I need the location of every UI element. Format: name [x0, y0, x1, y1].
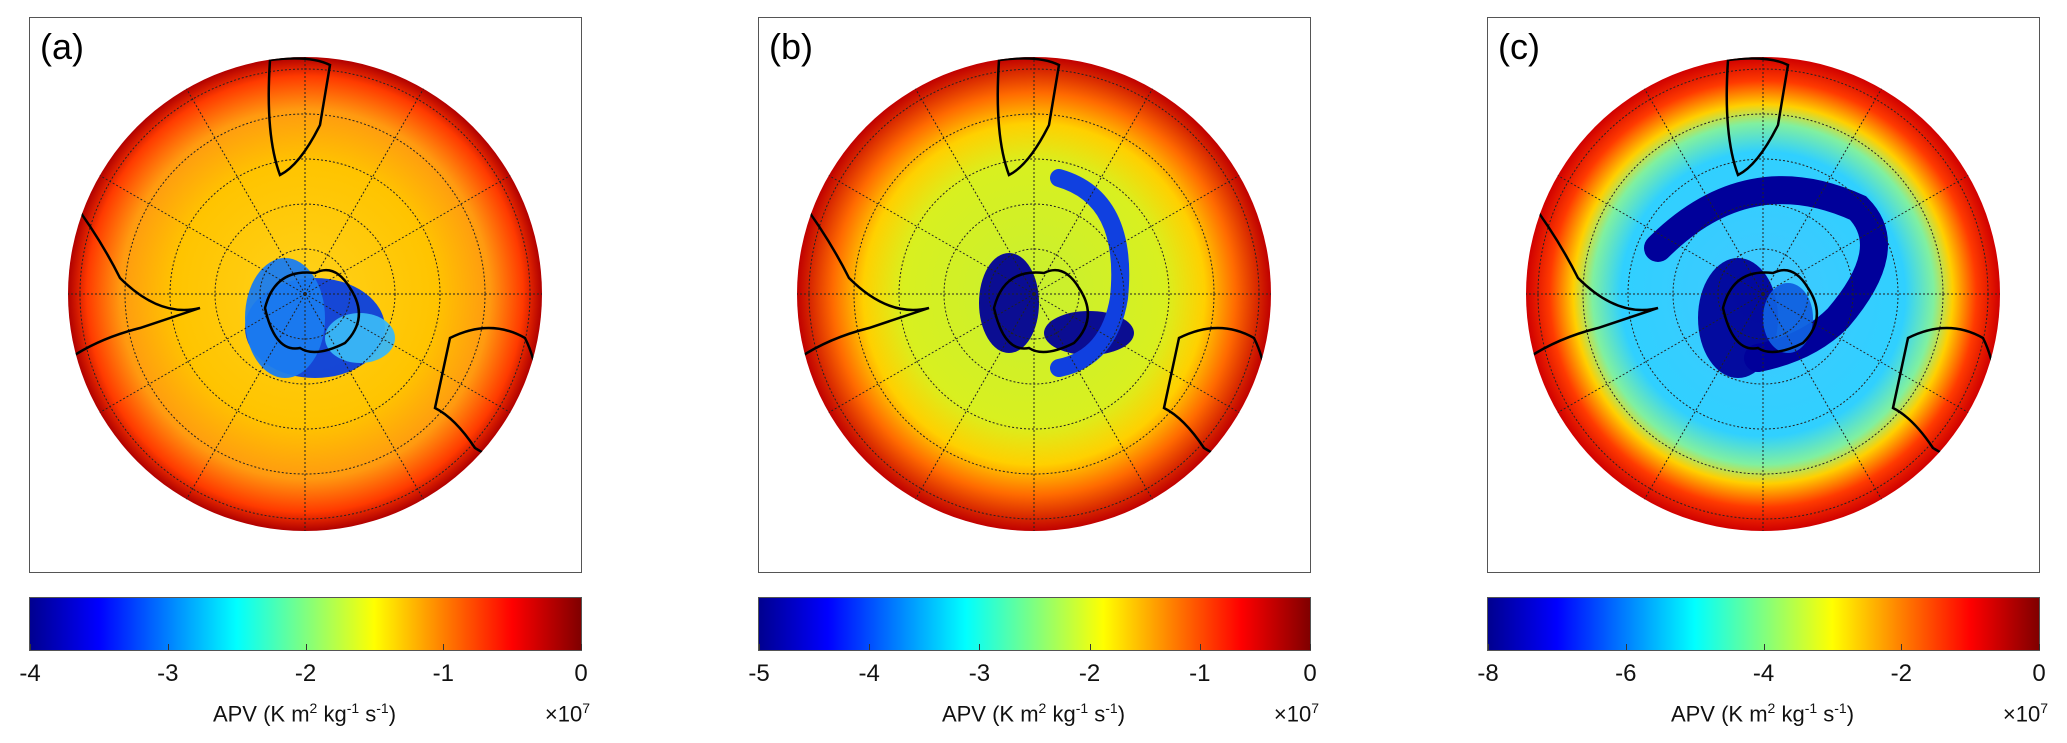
colorbar-tick-mark [1763, 644, 1765, 650]
longitude-line [1033, 293, 1153, 500]
longitude-line [915, 293, 1035, 500]
coastline [1725, 57, 1790, 177]
colorbar-tick-label: -5 [748, 660, 770, 687]
longitude-line [915, 88, 1035, 295]
coastlines [797, 57, 1269, 458]
longitude-line [828, 293, 1035, 413]
polar-map [68, 57, 542, 531]
colorbar [758, 597, 1311, 651]
latitude-circle [169, 158, 441, 430]
colorbar-tick-label: -3 [968, 660, 991, 687]
colorbar [29, 597, 582, 651]
longitude-line [1644, 293, 1764, 500]
coastline [263, 268, 361, 354]
coastline [68, 197, 201, 360]
coastline [992, 268, 1090, 354]
longitude-line [1762, 88, 1882, 295]
colorbar-tick-mark [1625, 644, 1627, 650]
colorbar-tick-mark [1310, 644, 1311, 650]
longitude-line [304, 293, 424, 500]
polar-map [797, 57, 1271, 531]
colorbar-tick-mark [30, 644, 31, 650]
colorbar [1487, 597, 2040, 651]
coastline [797, 197, 930, 360]
colorbar-tick-label: -4 [858, 660, 880, 687]
map-frame: (b) [758, 17, 1311, 573]
colorbar-tick-mark [1199, 644, 1201, 650]
longitude-line [828, 175, 1035, 295]
longitude-line [1762, 293, 1882, 500]
colorbar-unit-label: APV (K m2 kg-1 s-1) [941, 700, 1126, 727]
colorbar-tick-label: -4 [1752, 660, 1775, 687]
colorbar-multiplier: ×107 [544, 700, 590, 727]
longitude-line [1033, 88, 1153, 295]
vortex-features [979, 169, 1134, 377]
longitude-line [186, 88, 306, 295]
longitude-line [304, 88, 424, 295]
colorbar-tick-mark [1089, 644, 1091, 650]
polar-map [1526, 57, 2000, 531]
colorbar-tick-label: -3 [157, 660, 179, 687]
coastline [1721, 268, 1819, 354]
colorbar-tick-mark [443, 644, 445, 650]
longitude-line [99, 175, 306, 295]
colorbar-tick-mark [581, 644, 582, 650]
colorbar-tick-mark [759, 644, 760, 650]
longitude-line [1762, 293, 1969, 413]
longitude-line [1557, 293, 1764, 413]
colorbar-tick-label: -2 [1890, 660, 1912, 687]
colorbar-multiplier: ×107 [2002, 700, 2048, 727]
colorbar-tick-label: 0 [574, 660, 588, 687]
map-frame: (c) [1487, 17, 2040, 573]
longitude-line [1762, 175, 1969, 295]
longitude-line [1644, 88, 1764, 295]
coastline [996, 57, 1061, 177]
colorbar-tick-label: -6 [1615, 660, 1637, 687]
panel-c: (c) -8 -6 -4 -2 0 APV (K m2 kg-1 s-1) ×107 [1477, 0, 2048, 743]
colorbar-tick-label: -1 [1189, 660, 1211, 687]
map-frame: (a) [29, 17, 582, 573]
low-apv-filament [1644, 176, 1888, 372]
low-apv-vortex [979, 253, 1039, 353]
latitude-circle [1627, 158, 1899, 430]
longitude-line [1557, 175, 1764, 295]
longitude-line [1033, 175, 1240, 295]
colorbar-tick-label: 0 [1303, 660, 1317, 687]
colorbar-tick-mark [167, 644, 169, 650]
colorbar-tick-label: -1 [432, 660, 454, 687]
colorbar-tick-mark [1901, 644, 1903, 650]
coastline [267, 57, 332, 177]
longitude-line [186, 293, 306, 500]
latitude-circle [898, 158, 1170, 430]
colorbar-tick-mark [979, 644, 981, 650]
coastline [1526, 197, 1659, 360]
colorbar-multiplier: ×107 [1273, 700, 1319, 727]
coastlines [68, 57, 540, 458]
colorbar-tick-mark [869, 644, 871, 650]
panel-b: (b) -5 -4 -3 -2 -1 0 APV (K m2 kg-1 s-1) ×107 [748, 0, 1319, 743]
low-apv-vortex [245, 258, 325, 378]
longitude-line [99, 293, 306, 413]
colorbar-tick-label: -4 [19, 660, 41, 687]
colorbar-tick-mark [305, 644, 307, 650]
colorbar-unit-label: APV (K m2 kg-1 s-1) [1670, 700, 1855, 727]
panel-label: (c) [1498, 26, 1540, 67]
colorbar-tick-mark [1488, 644, 1489, 650]
low-apv-filament [1050, 169, 1130, 377]
panel-label: (a) [40, 26, 84, 67]
colorbar-unit-label: APV (K m2 kg-1 s-1) [212, 700, 397, 727]
longitude-line [304, 175, 511, 295]
colorbar-tick-mark [2039, 644, 2040, 650]
panel-label: (b) [769, 26, 813, 67]
longitude-line [1033, 293, 1240, 413]
colorbar-tick-label: -2 [1078, 660, 1101, 687]
low-apv-vortex [325, 313, 395, 363]
low-apv-vortex [1763, 283, 1813, 353]
colorbar-tick-label: -2 [294, 660, 317, 687]
colorbar-tick-label: -8 [1477, 660, 1499, 687]
colorbar-tick-label: 0 [2032, 660, 2046, 687]
longitude-line [304, 293, 511, 413]
panel-a: (a) -4 -3 -2 -1 0 APV (K m2 kg-1 s-1) ×107 [19, 0, 590, 743]
